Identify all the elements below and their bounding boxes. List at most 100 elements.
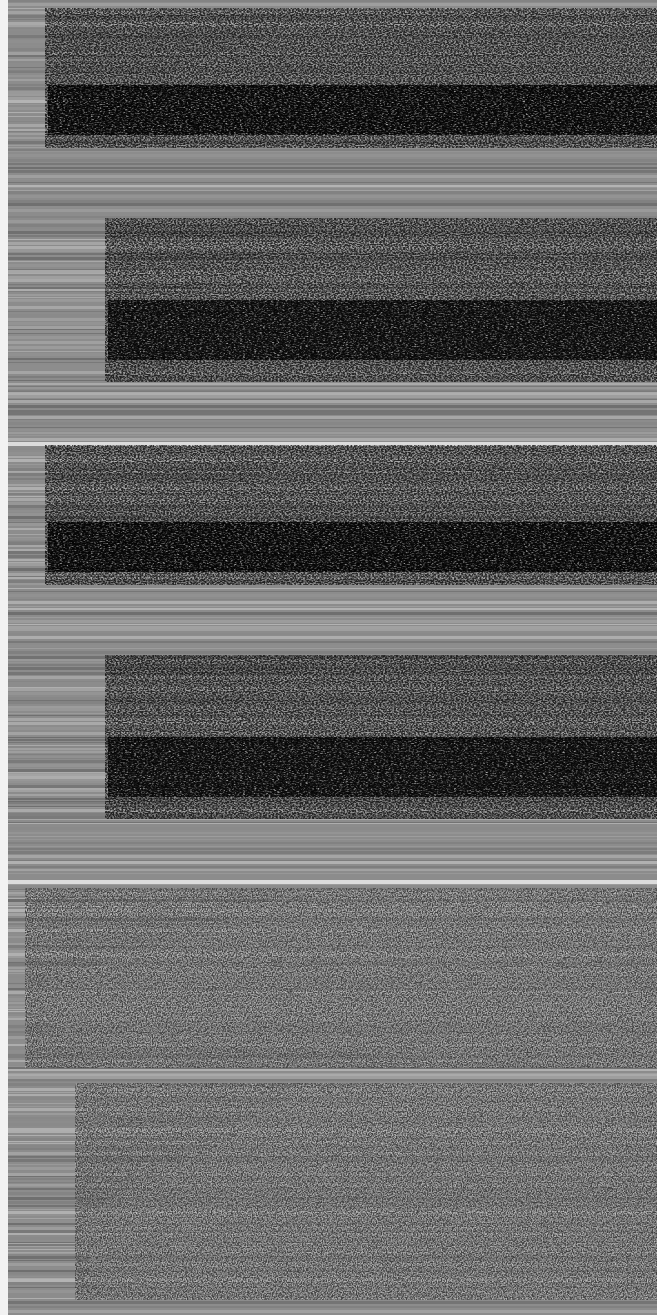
stripe — [8, 873, 657, 874]
stripe — [8, 159, 657, 162]
image — [0, 0, 657, 1315]
stripe — [8, 200, 657, 203]
stripe — [8, 876, 657, 878]
stripe — [8, 851, 657, 854]
stripe — [8, 819, 657, 820]
stripe — [8, 860, 657, 861]
stripe — [8, 167, 657, 169]
stripe — [8, 213, 657, 215]
stripe — [8, 1081, 657, 1082]
stripe — [8, 3, 657, 6]
stripe — [8, 405, 657, 408]
stripe — [8, 848, 657, 850]
left-border — [0, 0, 8, 1315]
stripe — [8, 822, 657, 823]
stripe — [8, 190, 657, 191]
stripe — [8, 151, 657, 152]
stripe — [8, 390, 657, 391]
stripe — [8, 855, 657, 858]
stripe — [8, 410, 657, 412]
stripe — [8, 412, 657, 415]
stripe — [8, 170, 657, 172]
stripe — [8, 1306, 657, 1308]
stripe — [8, 206, 657, 208]
stripe — [8, 645, 657, 647]
stripe — [8, 432, 657, 434]
panel-divider — [0, 880, 657, 884]
stripe — [8, 386, 657, 387]
stripe — [8, 387, 657, 389]
stripe — [8, 393, 657, 395]
stripe — [8, 594, 657, 597]
stripe — [8, 404, 657, 405]
stripe — [8, 0, 657, 2]
stripe — [8, 191, 657, 194]
stripe — [8, 846, 657, 847]
stripe — [8, 408, 657, 409]
stripe — [8, 1076, 657, 1079]
stripe — [8, 624, 657, 625]
stripe — [8, 149, 657, 151]
stripe — [8, 1067, 657, 1069]
stripe — [8, 391, 657, 392]
stripe — [8, 641, 657, 643]
stripe — [8, 832, 657, 834]
stripe — [8, 175, 657, 178]
stripe — [8, 608, 657, 610]
stripe — [8, 422, 657, 425]
stripe — [8, 1073, 657, 1074]
stripe — [8, 827, 657, 830]
stripe — [8, 839, 657, 840]
stripe — [8, 626, 657, 629]
stripe — [8, 629, 657, 631]
stripe — [8, 612, 657, 615]
stripe — [8, 606, 657, 607]
stripe — [8, 834, 657, 835]
stripe — [8, 383, 657, 385]
stripe — [8, 1298, 657, 1299]
stripe — [8, 854, 657, 855]
stripe — [8, 836, 657, 837]
stripe — [8, 429, 657, 431]
stripe — [8, 591, 657, 592]
stripe — [8, 599, 657, 600]
stripe — [8, 636, 657, 639]
stripe — [8, 416, 657, 419]
stripe — [8, 209, 657, 212]
stripe — [8, 8, 657, 9]
stripe — [8, 195, 657, 198]
stripe — [8, 1066, 657, 1067]
stripe — [8, 633, 657, 635]
stripe — [8, 185, 657, 187]
stripe — [8, 601, 657, 604]
stripe — [8, 399, 657, 400]
stripe — [8, 427, 657, 428]
stripe — [8, 203, 657, 206]
stripe — [8, 163, 657, 165]
stripe — [8, 869, 657, 871]
stripe — [8, 823, 657, 824]
stripe — [8, 435, 657, 436]
stripe — [8, 395, 657, 398]
stripe — [8, 842, 657, 844]
stripe — [8, 147, 657, 148]
stripe — [8, 825, 657, 826]
stripe — [8, 172, 657, 173]
stripe — [8, 586, 657, 588]
stripe — [8, 866, 657, 868]
stripe — [8, 419, 657, 420]
stripe — [8, 620, 657, 623]
stripe — [8, 392, 657, 393]
stripe — [8, 1310, 657, 1313]
stripe — [8, 617, 657, 618]
stripe — [8, 1301, 657, 1304]
stripe — [8, 648, 657, 649]
panel-divider — [0, 442, 657, 446]
stripe — [8, 1069, 657, 1071]
stripe — [8, 179, 657, 180]
stripe — [8, 583, 657, 585]
stripe — [8, 1079, 657, 1081]
stripe — [8, 154, 657, 157]
stripe — [8, 182, 657, 183]
stripe — [8, 216, 657, 218]
